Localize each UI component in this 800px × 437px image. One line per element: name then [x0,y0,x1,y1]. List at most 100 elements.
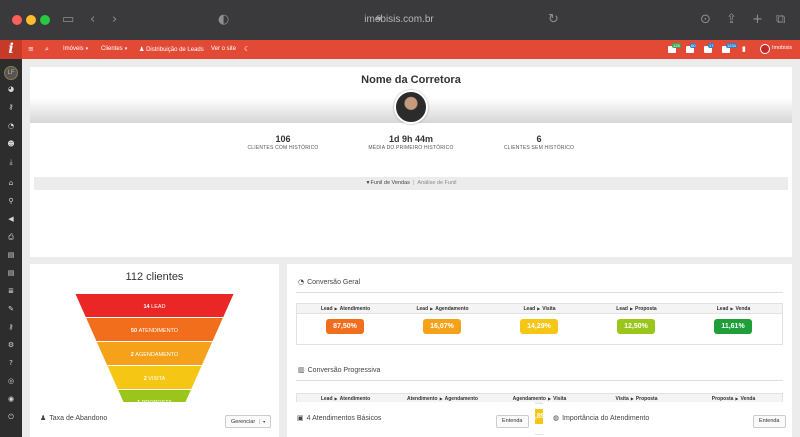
search-icon[interactable]: ⌕ [45,45,49,53]
stage-to: Atendimento [339,396,371,402]
pie-icon[interactable]: ◔ [7,122,15,130]
conversion-header: Agendamento ▶ Visita [491,396,588,402]
table-header [297,394,782,404]
download-icon[interactable]: ⤓ [9,158,13,166]
logout-icon[interactable]: ⏻ [8,413,14,421]
stat-value: 6 [536,134,542,144]
notification-leads[interactable]: 128 [668,43,682,55]
cog-icon[interactable]: ⚙ [7,341,15,349]
reload-icon[interactable]: ↻ [548,12,559,27]
stage-from: Visita [615,396,629,402]
conversion-header: Visita ▶ Proposta [588,396,685,402]
notification-badge: 128 [672,43,681,48]
divider [296,292,783,293]
stat-clientes-com-historico: 106 CLIENTES COM HISTÓRICO [208,134,358,151]
back-icon[interactable]: ‹ [90,12,96,27]
stage-to: Atendimento [339,306,371,312]
notification-tasks[interactable]: 1234 [722,43,737,55]
nav-clientes[interactable]: Clientes ▾ [101,46,128,52]
funnel-stage-label: 2 AGENDAMENTO [131,352,179,358]
whatsapp-icon[interactable]: ◎ [7,377,15,385]
bullhorn-icon[interactable]: ◀ [8,215,14,223]
conversion-rate-badge: 12,50% [617,319,655,334]
edit-icon[interactable]: ✎ [8,305,14,313]
print-icon[interactable]: ⎙ [8,233,14,241]
imobisis-logo[interactable]: i [0,40,22,59]
users-icon[interactable]: ☻ [7,140,15,148]
nav-ver-site[interactable]: Ver o site [211,46,237,52]
conversion-column: Lead ▶ Visita 14,29% [491,304,588,344]
funnel-stage[interactable] [107,366,202,389]
stage-from: Lead [523,306,536,312]
window-maximize-button[interactable] [40,15,50,25]
download-icon[interactable]: ⊙ [700,12,711,27]
tab-funil-vendas[interactable]: ▼Funil de Vendas [365,180,410,186]
main-content: Nome da Corretora 106 CLIENTES COM HISTÓ… [22,59,800,437]
tab-analise-funil[interactable]: Análise de Funil [417,180,457,186]
key-icon[interactable]: ⚷ [8,103,14,111]
caret-down-icon: ▾ [259,419,266,424]
question-icon[interactable]: ? [9,359,13,367]
left-sidebar: LF ◕ ⚷ ◔ ☻ ⤓ ⌂ ⚲ ◀ ⎙ ▤ ▤ [0,59,22,437]
stage-to: Visita [542,306,556,312]
notification-messages[interactable]: 60 [686,43,700,55]
sidebar-toggle-icon[interactable]: ▭ [62,12,75,27]
page-title: Nome da Corretora [361,74,461,86]
globe-icon[interactable]: ◉ [7,395,15,403]
entenda-button[interactable]: Entenda [753,415,786,428]
forward-icon[interactable]: › [112,12,118,27]
stage-to: Visita [553,396,567,402]
conversion-column: Lead ▶ Venda 11,61% [685,304,782,344]
stat-label: CLIENTES COM HISTÓRICO [247,145,319,151]
avatar [760,44,770,54]
funnel-stage[interactable] [96,342,213,365]
home-icon[interactable]: ⌂ [8,179,14,187]
inbox-icon [668,46,676,53]
stage-from: Lead [616,306,628,312]
funnel-stage[interactable] [75,294,234,317]
stage-from: Proposta [711,396,734,402]
shield-icon[interactable]: ◐ [218,12,230,27]
dashboard-icon[interactable]: ◕ [7,85,15,93]
funnel-stage[interactable] [86,318,223,341]
funnel-title: 112 clientes [125,271,184,283]
browser-toolbar: ▭ ‹ › ◐ 🔒︎ imobisis.com.br ↻ ⊙ ⇪ + ⧉ [0,0,800,40]
divider [296,380,783,381]
nav-distribuicao-leads[interactable]: ♟ Distribuição de Leads [139,46,204,53]
arrow-right-icon: ▶ [548,396,552,401]
gerenciar-button[interactable]: Gerenciar ▾ [225,415,272,428]
file-icon[interactable]: ▤ [7,269,15,277]
address-bar[interactable]: 🔒︎ imobisis.com.br [204,9,594,31]
share-icon[interactable]: ⇪ [726,12,737,27]
chat-icon [686,46,694,53]
window-close-button[interactable] [12,15,22,25]
stage-from: Agendamento [512,396,546,402]
user-x-icon: ♟ [40,414,47,422]
window-minimize-button[interactable] [26,15,36,25]
new-tab-icon[interactable]: + [752,12,763,27]
arrow-right-icon: ▶ [430,306,434,311]
file-icon[interactable]: ▤ [7,251,15,259]
menu-icon[interactable]: ≡ [28,45,34,53]
notification-mail[interactable]: 17 [704,43,718,55]
arrow-right-icon: ▶ [735,396,739,401]
pin-icon[interactable]: ⚲ [8,197,14,205]
funnel-stage-label: 50 ATENDIMENTO [131,328,179,334]
tabs-overview-icon[interactable]: ⧉ [776,12,786,27]
key-icon[interactable]: ⚷ [8,323,14,331]
nav-imoveis[interactable]: Imóveis ▾ [63,46,89,52]
table-header [297,304,782,314]
moon-icon[interactable]: ☾ [244,45,251,53]
user-menu[interactable]: Imobisis [757,40,800,59]
bar-chart-icon: ▥ [298,366,305,374]
notification-badge: 17 [708,43,715,48]
list-icon[interactable]: ≣ [8,287,14,295]
stage-to: Venda [740,396,756,402]
entenda-button[interactable]: Entenda [496,415,529,428]
conversion-rate-badge: 11,61% [714,319,752,334]
book-icon[interactable]: ▮ [742,45,746,53]
agency-logo[interactable]: LF [4,66,18,80]
panel-title: ♟ Taxa de Abandono [40,414,108,422]
arrow-right-icon: ▶ [537,306,541,311]
filter-icon: ▼ [365,180,371,186]
